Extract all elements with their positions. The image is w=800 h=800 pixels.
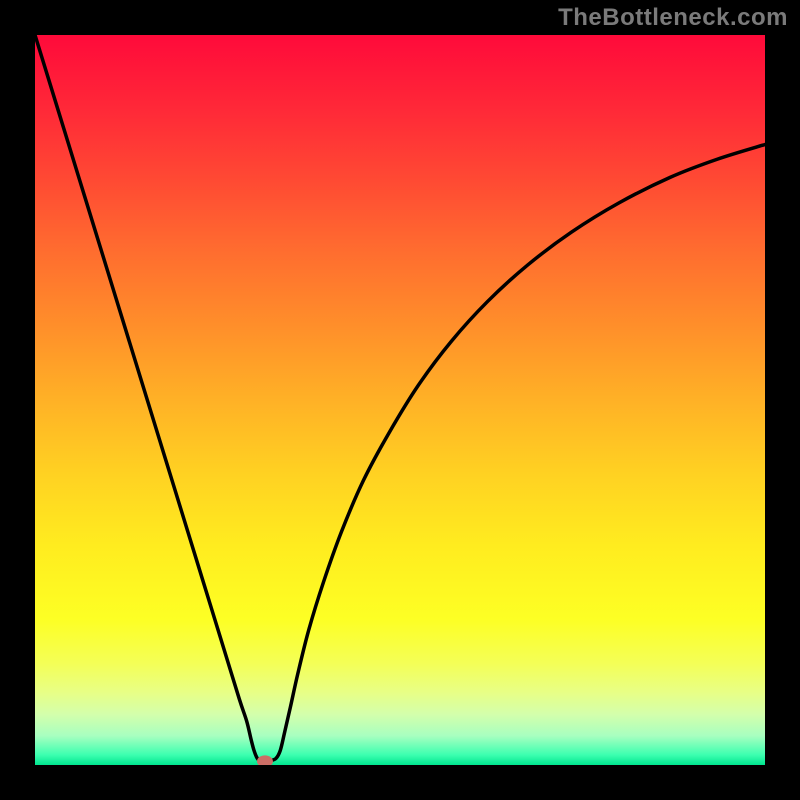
gradient-plot-area <box>35 35 765 765</box>
watermark-text: TheBottleneck.com <box>558 4 788 32</box>
gradient-background <box>35 35 765 765</box>
